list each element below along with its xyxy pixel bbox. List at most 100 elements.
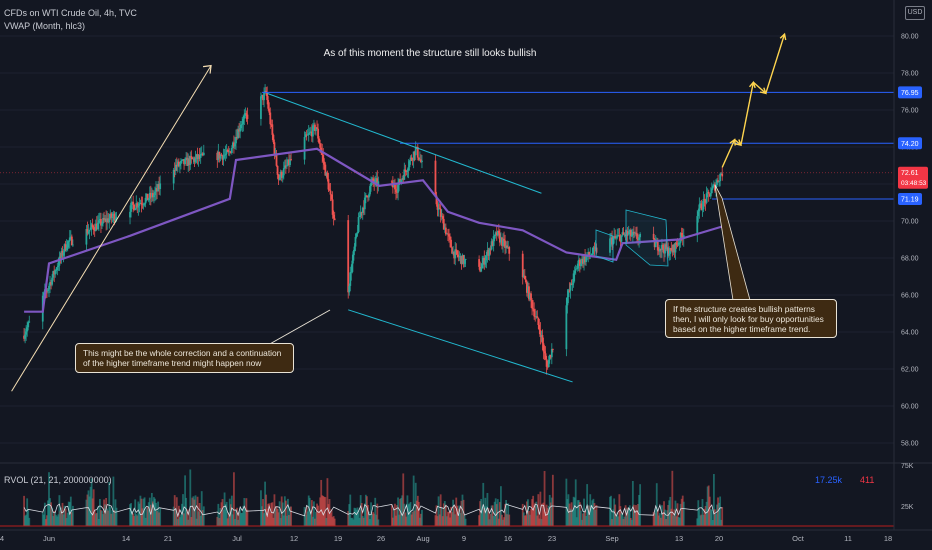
volume-bar bbox=[670, 508, 673, 526]
volume-bar bbox=[322, 495, 325, 526]
volume-bar bbox=[201, 510, 204, 526]
volume-bar bbox=[134, 499, 137, 526]
candle-body bbox=[156, 188, 158, 192]
volume-bar bbox=[353, 507, 356, 526]
candle-body bbox=[327, 179, 330, 190]
candle-body bbox=[133, 204, 136, 211]
volume-bar bbox=[698, 509, 701, 526]
volume-bar bbox=[547, 505, 550, 526]
candle-body bbox=[189, 156, 192, 165]
candle-body bbox=[226, 149, 229, 152]
volume-bar bbox=[61, 502, 64, 526]
volume-bar bbox=[455, 497, 458, 526]
candle-body bbox=[307, 133, 310, 135]
candle-body bbox=[544, 353, 547, 360]
volume-bar bbox=[59, 511, 62, 526]
volume-bar bbox=[575, 517, 578, 526]
candle-body bbox=[436, 204, 439, 210]
volume-bar bbox=[549, 502, 552, 526]
volume-bar bbox=[506, 514, 509, 526]
candle-body bbox=[276, 165, 279, 175]
volume-bar bbox=[673, 509, 676, 526]
volume-bar bbox=[662, 512, 664, 526]
volume-bar bbox=[588, 505, 591, 526]
candle-body bbox=[505, 245, 508, 249]
candle-body bbox=[111, 216, 114, 219]
volume-bar bbox=[198, 502, 201, 526]
volume-bar bbox=[112, 476, 115, 526]
candle-body bbox=[159, 183, 162, 189]
volume-bar bbox=[304, 515, 307, 526]
volume-bar bbox=[664, 509, 666, 526]
candle-body bbox=[366, 195, 368, 197]
volume-bar bbox=[71, 505, 74, 526]
candle-body bbox=[309, 131, 312, 133]
volume-bar bbox=[543, 471, 546, 526]
candle-body bbox=[263, 92, 265, 101]
volume-bar bbox=[52, 515, 55, 526]
candle-body bbox=[369, 186, 371, 195]
candle-body bbox=[662, 244, 664, 250]
candle-body bbox=[364, 195, 367, 198]
candle-body bbox=[201, 153, 204, 156]
volume-bar bbox=[457, 508, 460, 526]
volume-bar bbox=[708, 496, 711, 526]
volume-bar bbox=[578, 502, 581, 526]
time-tick-label: 11 bbox=[844, 534, 852, 543]
volume-bar bbox=[658, 513, 661, 526]
candle-body bbox=[175, 164, 178, 167]
candle-body bbox=[219, 154, 222, 159]
time-tick-label: 14 bbox=[122, 534, 130, 543]
candle-body bbox=[200, 153, 203, 155]
candle-body bbox=[68, 237, 71, 242]
candle-body bbox=[591, 253, 594, 256]
volume-bar bbox=[609, 496, 611, 526]
volume-bar bbox=[237, 519, 239, 526]
volume-bar bbox=[577, 500, 580, 526]
candle-body bbox=[531, 300, 533, 309]
volume-bar bbox=[133, 516, 136, 526]
volume-bar bbox=[408, 503, 411, 526]
volume-bar bbox=[194, 495, 197, 526]
volume-bar bbox=[70, 512, 73, 526]
volume-bar bbox=[364, 494, 367, 526]
candle-body bbox=[678, 242, 681, 244]
volume-bar bbox=[533, 505, 536, 526]
volume-bar bbox=[186, 509, 189, 526]
candle-body bbox=[397, 185, 399, 193]
candle-body bbox=[279, 171, 282, 178]
candle-body bbox=[393, 185, 395, 188]
candle-body bbox=[401, 178, 404, 180]
candle-body bbox=[421, 160, 423, 163]
candle-body bbox=[441, 216, 444, 219]
volume-bar bbox=[540, 519, 543, 526]
volume-bar bbox=[652, 511, 655, 526]
candle-body bbox=[25, 331, 28, 335]
candle-body bbox=[443, 227, 446, 230]
volume-bar bbox=[99, 498, 101, 526]
volume-bar bbox=[348, 504, 351, 526]
candle-body bbox=[145, 193, 148, 198]
volume-bar bbox=[225, 501, 228, 526]
candle-body bbox=[363, 197, 366, 210]
candle-body bbox=[240, 124, 243, 129]
volume-bar bbox=[88, 496, 91, 526]
candle-body bbox=[569, 283, 572, 291]
candle-body bbox=[70, 236, 73, 246]
candle-body bbox=[347, 220, 350, 293]
volume-bar bbox=[448, 511, 450, 526]
candle-body bbox=[524, 279, 527, 283]
volume-bar bbox=[536, 515, 539, 526]
volume-bar bbox=[90, 478, 93, 526]
volume-bar bbox=[570, 502, 573, 526]
candle-body bbox=[664, 244, 666, 254]
volume-bar bbox=[223, 492, 226, 526]
volume-bar bbox=[218, 518, 221, 526]
volume-bar bbox=[231, 514, 234, 526]
candle-body bbox=[94, 223, 97, 232]
currency-badge[interactable]: USD bbox=[905, 6, 925, 20]
candle-body bbox=[323, 161, 326, 165]
candle-body bbox=[100, 218, 102, 226]
candle-body bbox=[244, 113, 247, 116]
